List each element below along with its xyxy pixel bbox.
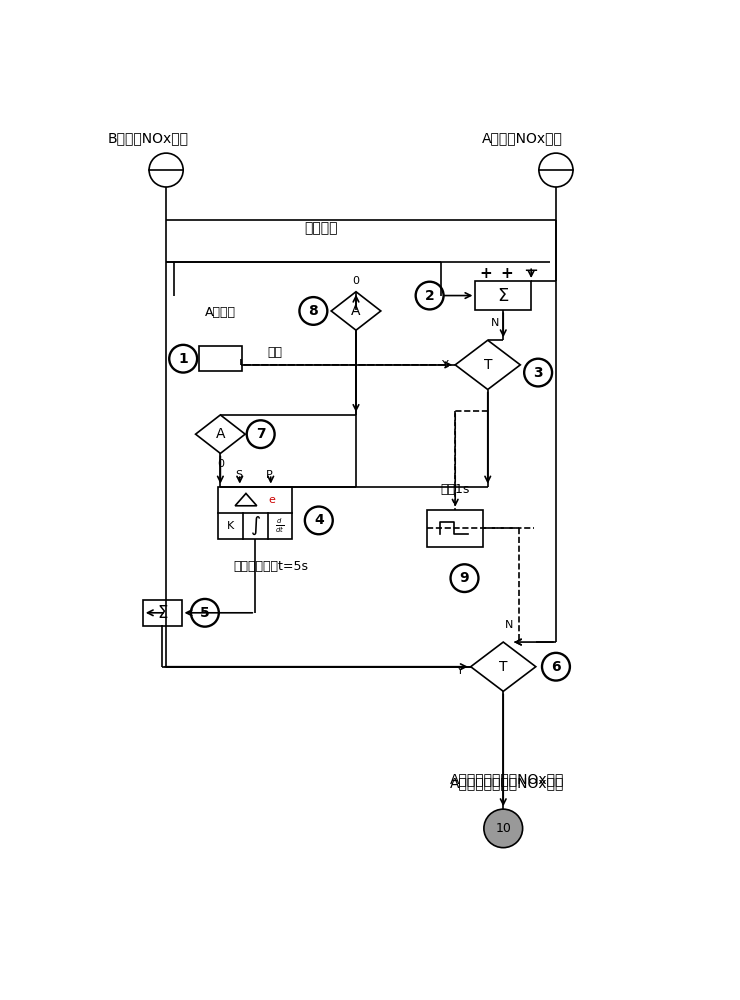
Text: +: + (501, 266, 514, 282)
Text: 0: 0 (352, 276, 360, 286)
Text: −: − (523, 262, 538, 280)
Text: 6: 6 (551, 660, 561, 674)
Text: 5: 5 (200, 606, 209, 620)
Text: S: S (235, 470, 243, 480)
Text: A侧修正后的入口NOx浓度: A侧修正后的入口NOx浓度 (450, 772, 565, 786)
Text: 8: 8 (309, 304, 318, 318)
Text: N: N (491, 318, 500, 328)
Text: T: T (483, 358, 492, 372)
Text: A侧修正后的入口NOx浓度: A侧修正后的入口NOx浓度 (450, 776, 565, 790)
Text: P: P (266, 470, 272, 480)
Text: Y: Y (442, 360, 448, 370)
Circle shape (484, 809, 522, 848)
Bar (143, 600, 181, 626)
Text: 9: 9 (460, 571, 469, 585)
Text: B侧入口NOx浓度: B侧入口NOx浓度 (108, 132, 189, 146)
Text: A: A (215, 427, 225, 441)
Text: 2: 2 (425, 289, 434, 303)
Text: N: N (505, 620, 514, 630)
Text: T: T (499, 660, 508, 674)
Text: A侧入口NOx浓度: A侧入口NOx浓度 (482, 132, 563, 146)
Text: 延时1s: 延时1s (440, 483, 470, 496)
Text: A侧吹扫: A侧吹扫 (205, 306, 236, 319)
Text: $\Sigma$: $\Sigma$ (497, 287, 509, 305)
Text: A: A (352, 304, 361, 318)
Bar (427, 510, 483, 547)
Text: $\int$: $\int$ (249, 515, 260, 537)
Text: 3: 3 (534, 366, 543, 380)
Text: K: K (227, 521, 235, 531)
Text: Y: Y (457, 666, 464, 676)
Text: 1: 1 (178, 352, 188, 366)
Text: $\frac{d}{dt}$: $\frac{d}{dt}$ (275, 517, 284, 535)
Text: +: + (480, 266, 493, 282)
Text: 0: 0 (217, 459, 224, 469)
Text: e: e (269, 495, 276, 505)
Text: 7: 7 (256, 427, 266, 441)
Text: 10: 10 (495, 822, 511, 835)
Bar (475, 281, 531, 310)
Text: 4: 4 (314, 513, 323, 527)
Bar (199, 346, 242, 371)
Text: 测量偏差: 测量偏差 (304, 221, 338, 235)
Text: 保持: 保持 (267, 346, 282, 359)
Text: $\Sigma$: $\Sigma$ (157, 604, 168, 622)
Text: 纯积分作用，t=5s: 纯积分作用，t=5s (233, 560, 309, 573)
Bar (218, 487, 292, 539)
